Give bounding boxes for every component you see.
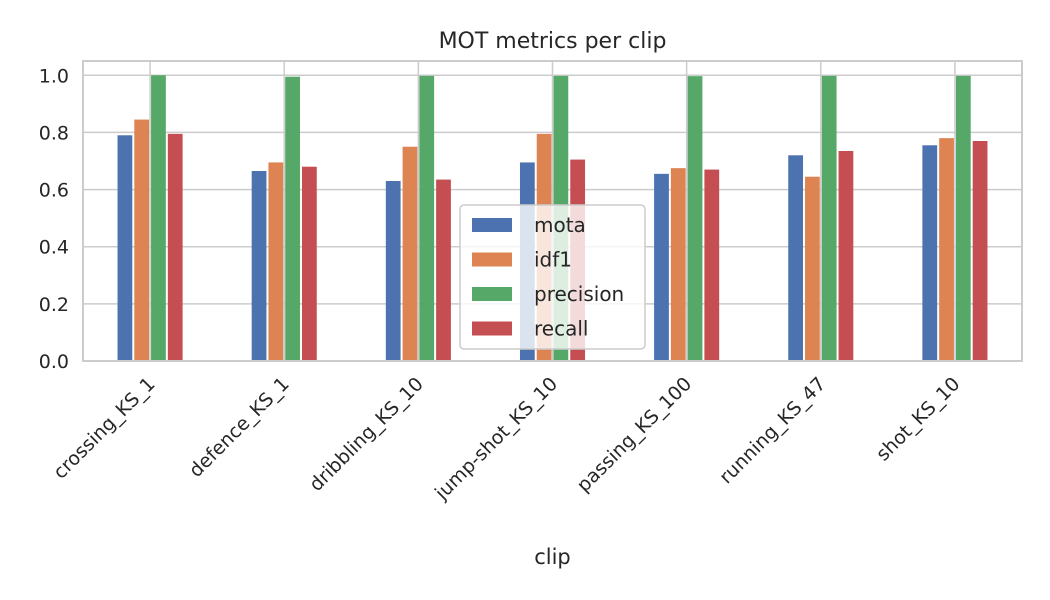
y-tick-label: 0.0 bbox=[39, 351, 69, 373]
legend: mota idf1 precision recall bbox=[459, 204, 646, 350]
legend-label: precision bbox=[534, 282, 624, 306]
bar-precision bbox=[419, 75, 435, 361]
axes-frame bbox=[82, 60, 1023, 362]
legend-label: idf1 bbox=[534, 248, 572, 272]
legend-swatch bbox=[472, 252, 512, 267]
legend-swatch bbox=[472, 287, 512, 301]
bar-recall bbox=[704, 169, 720, 361]
bar-idf1 bbox=[134, 119, 150, 361]
bar-idf1 bbox=[805, 176, 820, 361]
chart-title: MOT metrics per clip bbox=[439, 29, 667, 54]
x-axis-ticks: crossing_KS_1 defence_KS_1 dribbling_KS_10… bbox=[49, 373, 964, 505]
bar-mota bbox=[117, 135, 133, 361]
y-tick-label: 1.0 bbox=[39, 65, 69, 87]
legend-label: recall bbox=[534, 317, 588, 341]
bar-idf1 bbox=[670, 168, 686, 361]
bar-mota bbox=[654, 173, 669, 361]
bar-recall bbox=[301, 166, 317, 361]
bar-mota bbox=[251, 171, 267, 361]
bar-recall bbox=[972, 141, 988, 361]
x-tick-label: defence_KS_1 bbox=[185, 373, 294, 482]
bar-idf1 bbox=[939, 138, 954, 361]
y-tick-label: 0.2 bbox=[39, 294, 69, 316]
x-axis-label: clip bbox=[534, 545, 571, 569]
y-axis-ticks: 0.0 0.2 0.4 0.6 0.8 1.0 bbox=[39, 65, 69, 373]
y-tick-label: 0.8 bbox=[39, 122, 69, 144]
legend-box bbox=[459, 204, 646, 350]
x-tick-label: dribbling_KS_10 bbox=[305, 373, 428, 496]
x-tick-label: passing_KS_100 bbox=[573, 373, 697, 497]
x-tick-label: crossing_KS_1 bbox=[49, 373, 159, 483]
bar-recall bbox=[838, 151, 854, 361]
bar-mota bbox=[922, 145, 938, 361]
bar-recall bbox=[167, 133, 183, 361]
bar-precision bbox=[151, 75, 166, 362]
legend-swatch bbox=[472, 321, 512, 336]
bar-recall bbox=[436, 179, 451, 361]
bars bbox=[117, 75, 988, 362]
x-tick-label: jump-shot_KS_10 bbox=[430, 373, 562, 505]
x-tick-label: shot_KS_10 bbox=[872, 373, 964, 465]
bar-precision bbox=[821, 75, 837, 361]
legend-label: mota bbox=[534, 213, 586, 237]
y-tick-label: 0.4 bbox=[39, 237, 69, 259]
bar-idf1 bbox=[268, 162, 284, 361]
bar-precision bbox=[955, 75, 971, 361]
bar-precision bbox=[687, 76, 703, 362]
y-tick-label: 0.6 bbox=[39, 180, 69, 202]
bar-mota bbox=[788, 155, 804, 361]
grid bbox=[83, 61, 1022, 362]
legend-swatch bbox=[472, 218, 512, 232]
x-tick-label: running_KS_47 bbox=[715, 373, 830, 488]
bar-mota bbox=[385, 181, 401, 361]
bar-precision bbox=[285, 76, 300, 361]
bar-idf1 bbox=[402, 146, 418, 361]
